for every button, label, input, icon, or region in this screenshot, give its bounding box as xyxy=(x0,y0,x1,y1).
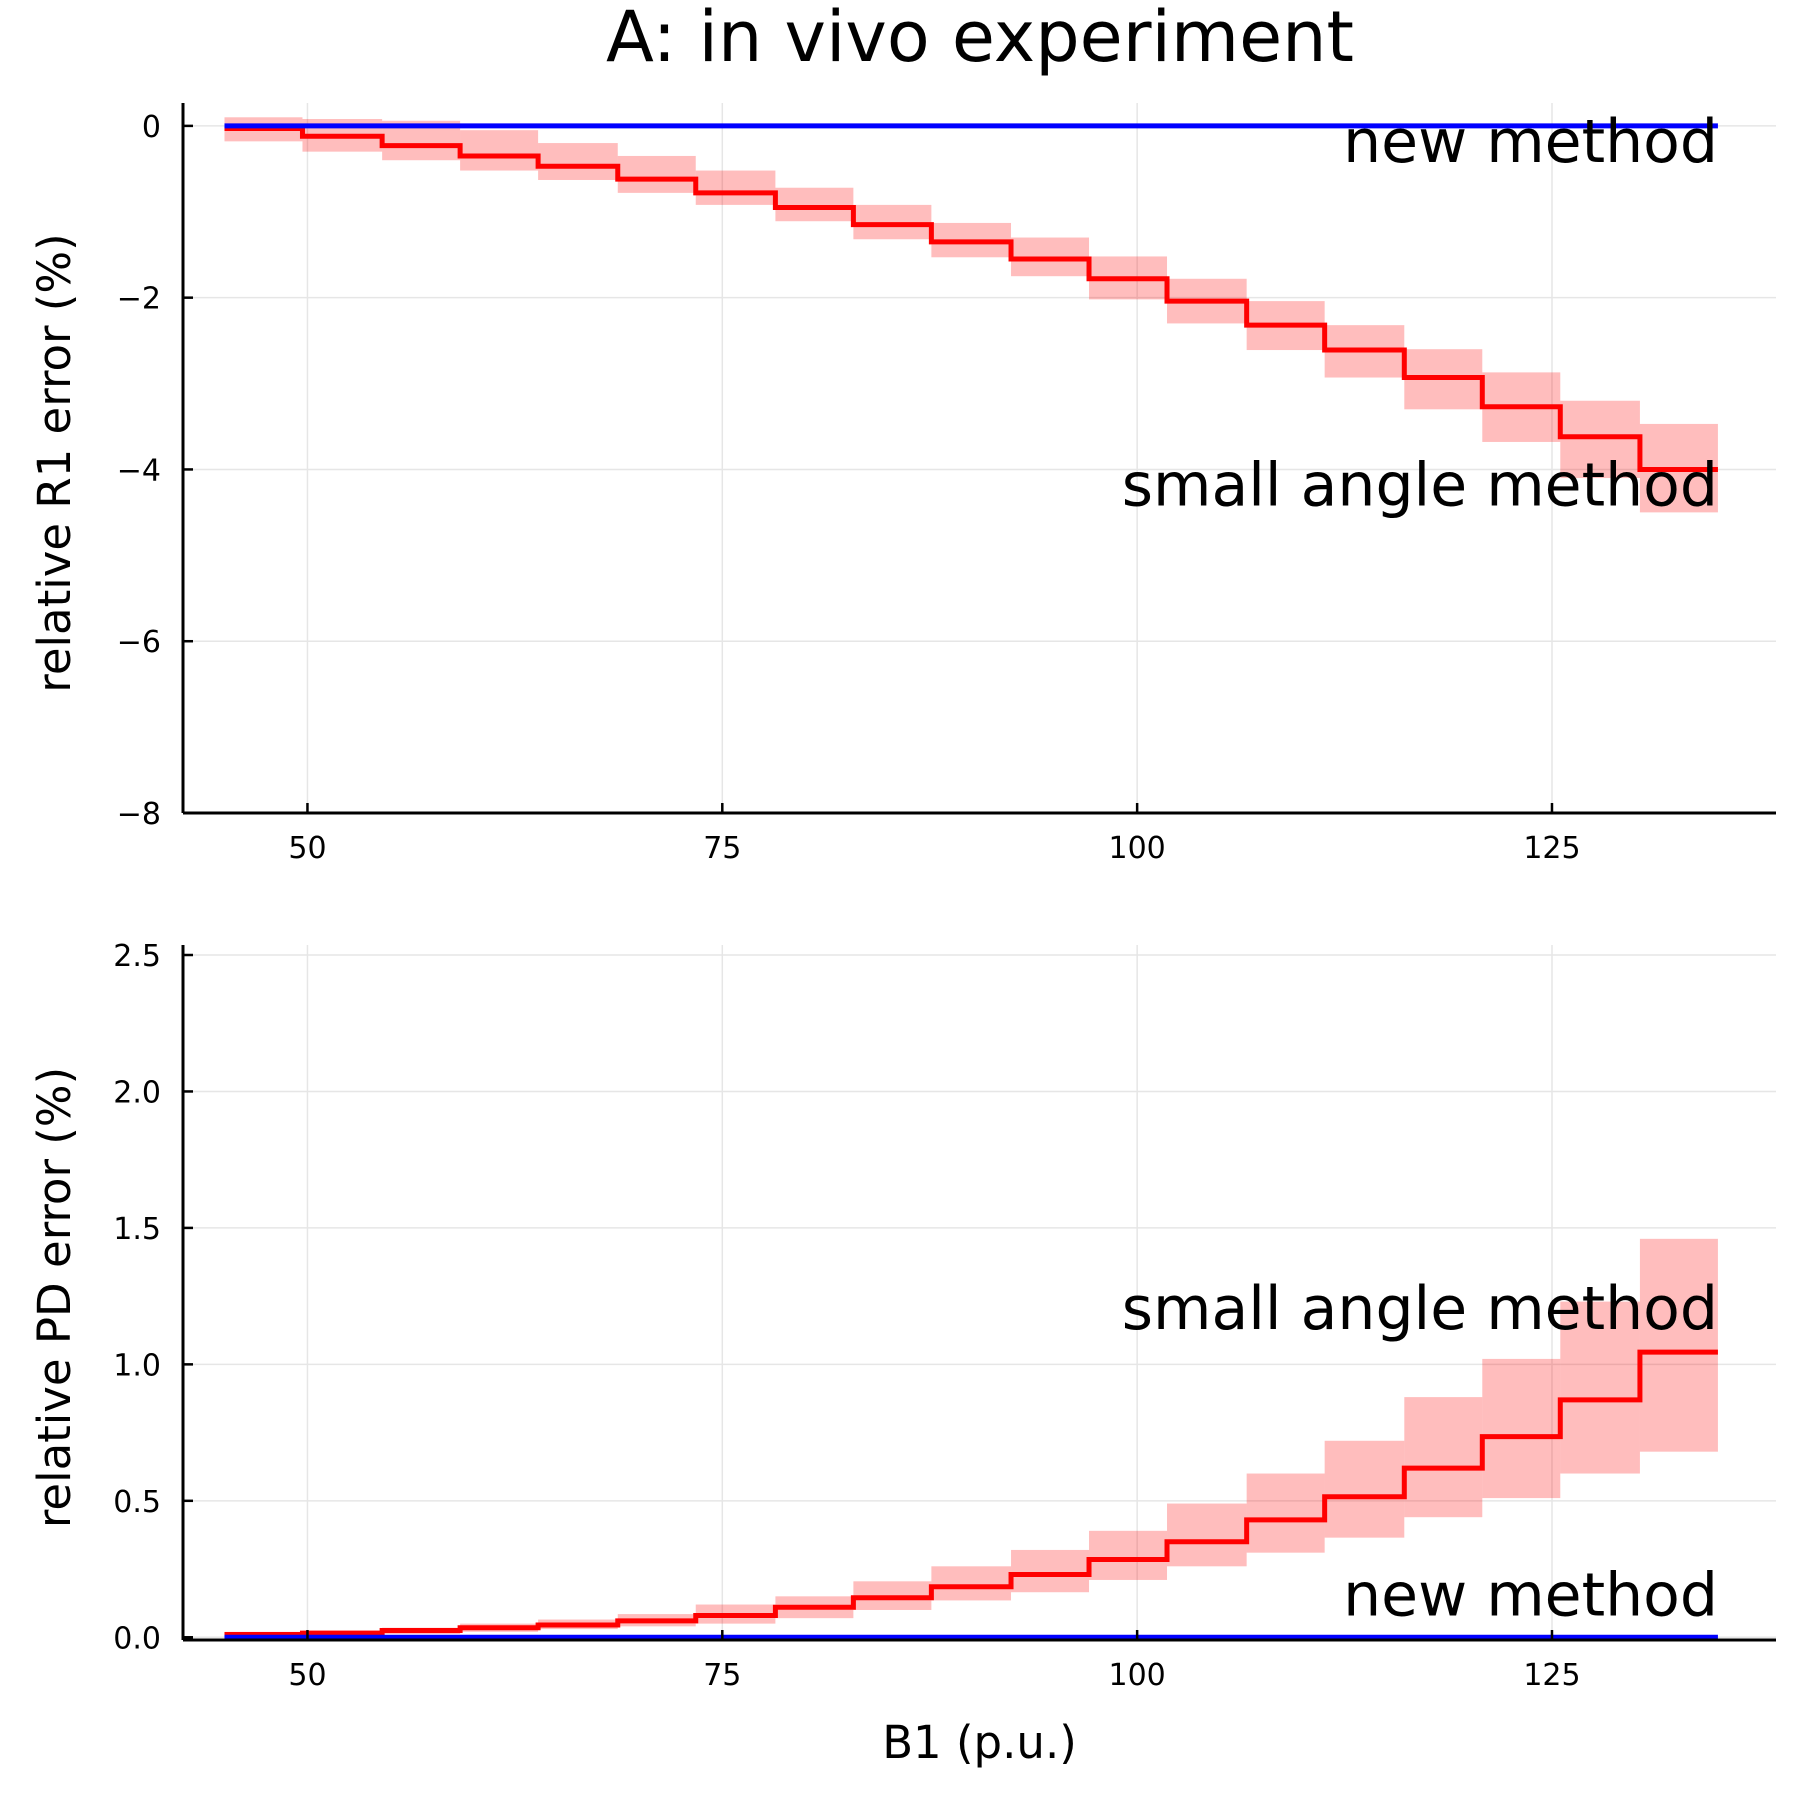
panels: 50 75 100 125 −8 −6 −4 −2 0 relative R1 error (%)… xyxy=(28,103,1776,1769)
series-line-small-angle-method xyxy=(224,125,1718,472)
error-band-segment xyxy=(460,130,539,171)
error-band-segment xyxy=(1324,1440,1405,1538)
error-band-segment xyxy=(1560,400,1640,479)
y-tick-label: 1.0 xyxy=(113,1348,161,1383)
error-band-segment xyxy=(1246,1473,1325,1553)
y-axis-label: relative R1 error (%) xyxy=(28,233,81,692)
x-tick-label: 50 xyxy=(288,1658,326,1693)
x-tick-label: 100 xyxy=(1109,831,1166,866)
panel-2: 50 75 100 125 0.0 0.5 1.0 1.5 2.0 2.5 relative PD … xyxy=(28,939,1776,1769)
y-tick-label: −6 xyxy=(117,625,161,660)
error-band-segment xyxy=(853,204,932,240)
y-tick-label: 1.5 xyxy=(113,1212,161,1247)
y-axis-label: relative PD error (%) xyxy=(28,1067,81,1528)
series-line-small-angle-method xyxy=(224,1349,1718,1638)
error-band-segment xyxy=(617,155,696,193)
panel-1: 50 75 100 125 −8 −6 −4 −2 0 relative R1 error (%)… xyxy=(28,103,1776,866)
error-band-segment xyxy=(1560,1301,1640,1474)
error-band-segment xyxy=(538,143,618,180)
x-tick-label: 125 xyxy=(1523,831,1580,866)
series-annotation: new method xyxy=(1343,1560,1718,1630)
error-band-segment xyxy=(1089,1530,1168,1580)
error-band-segment xyxy=(775,187,854,222)
figure-title: A: in vivo experiment xyxy=(606,0,1354,78)
y-tick-label: 2.5 xyxy=(113,939,161,974)
y-tick-label: 0.5 xyxy=(113,1485,161,1520)
error-band-segment xyxy=(1167,1503,1247,1567)
y-tick-label: 0 xyxy=(142,110,161,145)
error-band-segment xyxy=(1639,1238,1718,1452)
error-band-segment xyxy=(1011,1549,1090,1593)
y-tick-label: 2.0 xyxy=(113,1075,161,1110)
series-annotation: small angle method xyxy=(1122,1274,1718,1344)
y-tick-label: −4 xyxy=(117,453,161,488)
x-axis-label: B1 (p.u.) xyxy=(882,1716,1077,1769)
error-band-segment xyxy=(1404,1397,1483,1518)
x-tick-label: 100 xyxy=(1109,1658,1166,1693)
error-band-segment xyxy=(931,1566,1012,1601)
series-annotation: new method xyxy=(1343,107,1718,177)
x-tick-label: 75 xyxy=(703,831,741,866)
y-tick-label: −8 xyxy=(117,797,161,832)
x-tick-label: 75 xyxy=(703,1658,741,1693)
y-tick-label: −2 xyxy=(117,282,161,317)
error-band-segment xyxy=(1482,1358,1561,1499)
series-annotation: small angle method xyxy=(1122,451,1718,521)
x-tick-label: 50 xyxy=(288,831,326,866)
y-tick-label: 0.0 xyxy=(113,1621,161,1656)
x-tick-label: 125 xyxy=(1523,1658,1580,1693)
error-band-segment xyxy=(695,170,776,205)
